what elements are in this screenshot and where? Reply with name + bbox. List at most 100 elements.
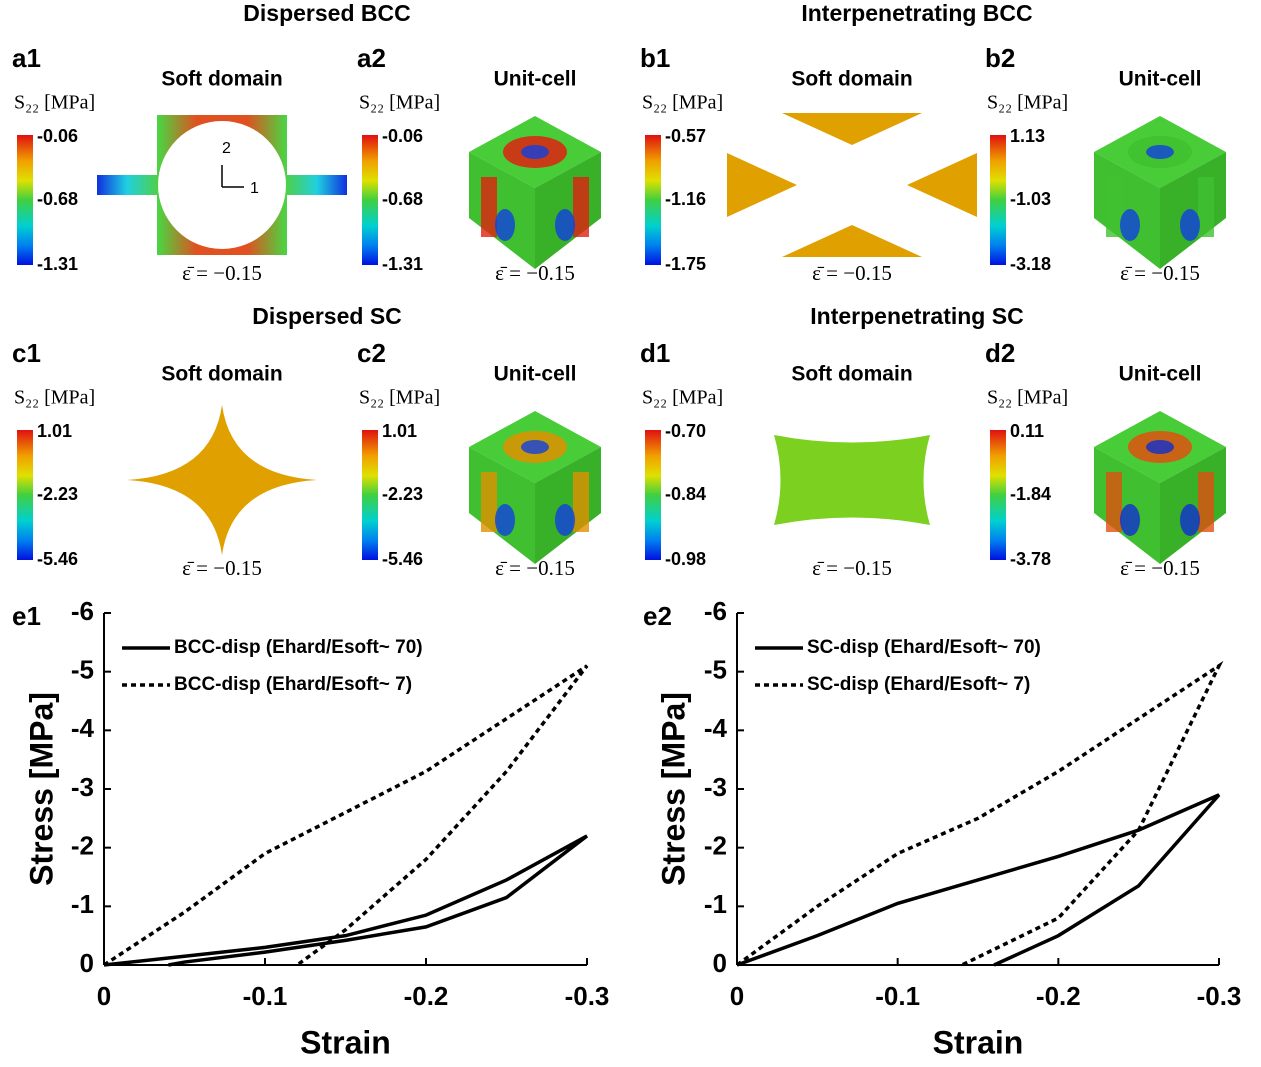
x-tick-label: -0.1 (875, 981, 920, 1011)
cube-spot (1120, 504, 1140, 536)
figure: Dispersed BCCInterpenetrating BCCDispers… (0, 0, 1261, 1067)
y-tick-label: -3 (71, 772, 94, 802)
y-tick-label: -5 (71, 655, 94, 685)
panel-label: b1 (640, 43, 670, 73)
cube-spot (1180, 209, 1200, 241)
colorbar-tick-label: -0.98 (665, 549, 706, 569)
panel-label: a1 (12, 43, 41, 73)
axis-mark: 1 (250, 180, 259, 197)
scale-label: S₂₂ [MPa] (987, 387, 1068, 409)
strain-label: ε̄ = −0.15 (812, 556, 892, 580)
colorbar (362, 135, 378, 265)
panel-title: Soft domain (161, 363, 282, 386)
panel-title: Soft domain (791, 68, 912, 91)
legend-label: BCC-disp (Ehard/Esoft~ 70) (174, 637, 423, 658)
colorbar-tick-label: -0.06 (37, 126, 78, 146)
domain-mask (97, 195, 157, 255)
colorbar (17, 430, 33, 560)
cube-spot (495, 504, 515, 536)
colorbar-tick-label: 1.01 (382, 421, 417, 441)
panel-label: e1 (12, 601, 41, 631)
x-axis-label: Strain (933, 1024, 1024, 1060)
y-tick-label: -4 (704, 713, 728, 743)
colorbar-tick-label: -0.84 (665, 484, 706, 504)
cube-band (573, 177, 589, 237)
cube-image (1094, 116, 1226, 269)
cube-band (481, 177, 497, 237)
domain (782, 225, 922, 257)
cube-band (1198, 472, 1214, 532)
panel-title: Unit-cell (494, 68, 577, 91)
x-axis-label: Strain (300, 1024, 391, 1060)
domain-mask (287, 195, 347, 255)
colorbar-tick-label: 1.01 (37, 421, 72, 441)
scale-label: S₂₂ [MPa] (642, 387, 723, 409)
panel-label: d1 (640, 338, 670, 368)
cube-spot (1120, 209, 1140, 241)
panel-label: c2 (357, 338, 386, 368)
scale-label: S₂₂ [MPa] (359, 92, 440, 114)
x-tick-label: -0.3 (1197, 981, 1242, 1011)
series-line (104, 836, 587, 965)
series-line (737, 666, 1219, 965)
cube-spot (555, 504, 575, 536)
series-line (737, 795, 1219, 965)
colorbar (17, 135, 33, 265)
panel-label: c1 (12, 338, 41, 368)
colorbar-tick-label: 0.11 (1010, 421, 1044, 441)
y-axis-label: Stress [MPa] (655, 692, 691, 886)
legend-label: SC-disp (Ehard/Esoft~ 70) (807, 637, 1041, 658)
colorbar-tick-label: -1.84 (1010, 484, 1051, 504)
colorbar-tick-label: -3.78 (1010, 549, 1051, 569)
panel-label: d2 (985, 338, 1015, 368)
domain (782, 113, 922, 145)
domain (774, 435, 930, 525)
panel-label: e2 (643, 601, 672, 631)
colorbar-tick-label: -1.16 (665, 189, 706, 209)
panel-label: a2 (357, 43, 386, 73)
colorbar-tick-label: -0.06 (382, 126, 423, 146)
cube-band (1106, 472, 1122, 532)
cube-image (1094, 411, 1226, 564)
y-tick-label: -3 (704, 772, 727, 802)
scale-label: S₂₂ [MPa] (14, 92, 95, 114)
y-tick-label: -1 (71, 889, 94, 919)
colorbar-tick-label: -0.68 (382, 189, 423, 209)
scale-label: S₂₂ [MPa] (642, 92, 723, 114)
cube-band (1198, 177, 1214, 237)
cube-image (469, 411, 601, 564)
colorbar-tick-label: -1.75 (665, 254, 706, 274)
strain-label: ε̄ = −0.15 (812, 261, 892, 285)
colorbar-tick-label: -5.46 (382, 549, 423, 569)
cube-band (573, 472, 589, 532)
colorbar-tick-label: -1.31 (37, 254, 78, 274)
strain-label: ε̄ = −0.15 (182, 261, 262, 285)
cube-band (1106, 177, 1122, 237)
domain (127, 405, 317, 555)
legend-label: BCC-disp (Ehard/Esoft~ 7) (174, 674, 412, 695)
x-tick-label: -0.2 (404, 981, 449, 1011)
soft-domain-image: 21 (97, 115, 347, 255)
y-tick-label: -5 (704, 655, 727, 685)
panel-title: Soft domain (161, 68, 282, 91)
series-line (104, 666, 587, 965)
y-tick-label: 0 (713, 948, 727, 978)
cube-spot (521, 145, 549, 159)
colorbar-tick-label: -1.03 (1010, 189, 1051, 209)
scale-label: S₂₂ [MPa] (359, 387, 440, 409)
x-tick-label: -0.3 (565, 981, 610, 1011)
cube-spot (521, 440, 549, 454)
legend-label: SC-disp (Ehard/Esoft~ 7) (807, 674, 1030, 695)
x-tick-label: 0 (730, 981, 744, 1011)
colorbar-tick-label: -5.46 (37, 549, 78, 569)
row-title: Dispersed SC (252, 303, 402, 329)
axis-mark: 2 (222, 140, 231, 157)
strain-label: ε̄ = −0.15 (182, 556, 262, 580)
y-tick-label: -2 (704, 831, 727, 861)
cube-image (469, 116, 601, 269)
y-axis-label: Stress [MPa] (23, 692, 59, 886)
row-title: Dispersed BCC (243, 0, 410, 26)
colorbar (990, 135, 1006, 265)
scale-label: S₂₂ [MPa] (987, 92, 1068, 114)
row-title: Interpenetrating SC (810, 303, 1023, 329)
